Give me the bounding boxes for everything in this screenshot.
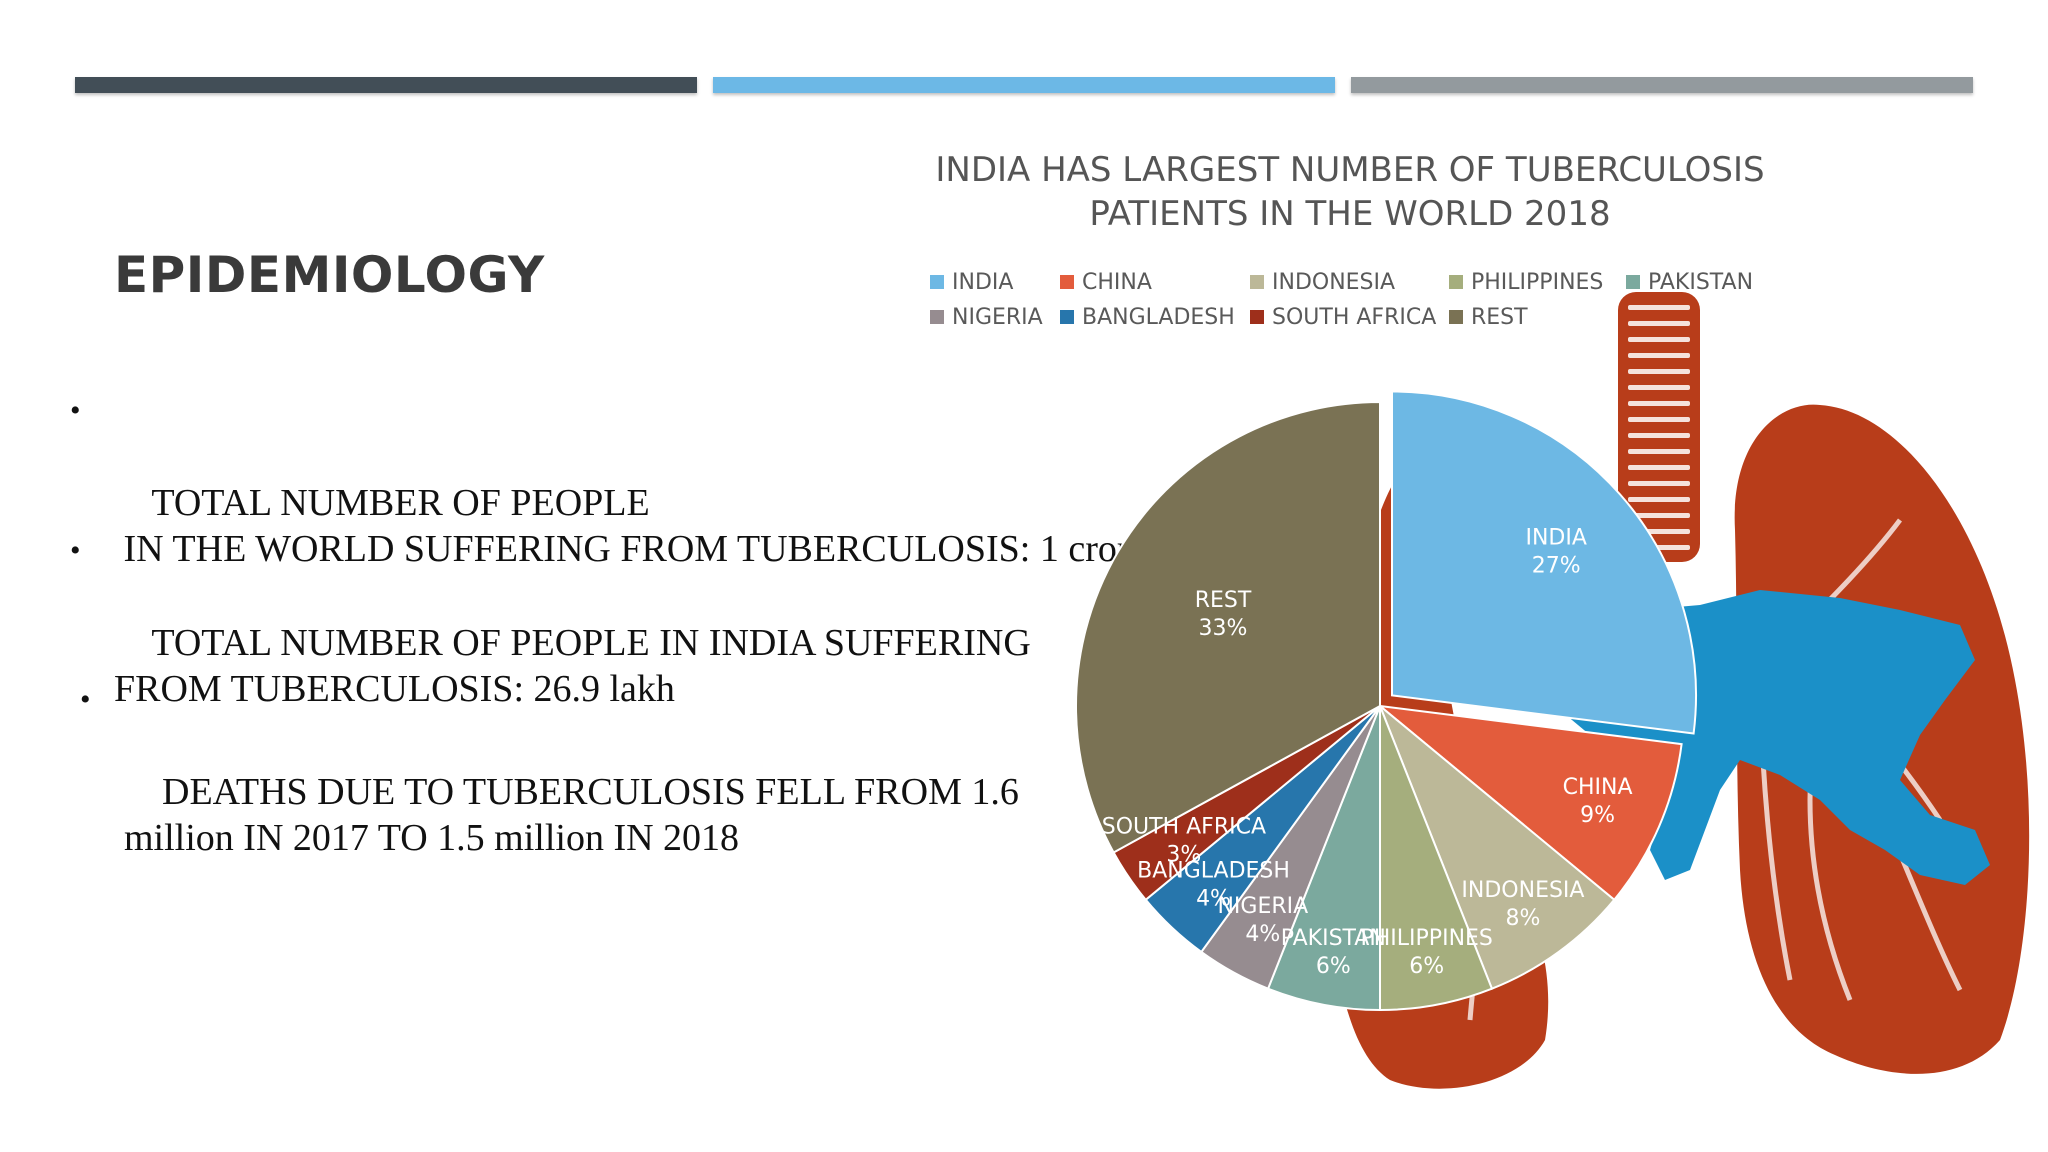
pie-slice-indonesia bbox=[1379, 705, 1616, 990]
pie-label-value: 4% bbox=[1196, 886, 1231, 911]
trachea-ring bbox=[1628, 417, 1690, 422]
trachea-ring bbox=[1628, 385, 1690, 390]
pie-data-label: BANGLADESH 4% bbox=[1137, 858, 1290, 911]
trachea-ring bbox=[1628, 401, 1690, 406]
pie-data-label: INDIA 27% bbox=[1525, 526, 1586, 579]
pie-data-label: INDONESIA 8% bbox=[1461, 878, 1584, 931]
chart-title-line: INDIA HAS LARGEST NUMBER OF TUBERCULOSIS bbox=[935, 150, 1765, 190]
top-accent-bars bbox=[75, 77, 1973, 93]
pie-label-value: 9% bbox=[1580, 803, 1615, 828]
pie-label-value: 8% bbox=[1505, 906, 1540, 931]
pie-label-category: INDONESIA bbox=[1461, 878, 1584, 903]
trachea-ring bbox=[1628, 369, 1690, 374]
bullet-item: • TOTAL NUMBER OF PEOPLE IN THE WORLD SU… bbox=[70, 388, 1147, 618]
pie-label-value: 4% bbox=[1245, 922, 1280, 947]
pie-label-category: INDIA bbox=[1525, 526, 1586, 551]
pie-label-category: BANGLADESH bbox=[1137, 858, 1290, 883]
bullet-glyph: • bbox=[70, 394, 81, 427]
pie-label-value: 6% bbox=[1316, 954, 1351, 979]
trachea-ring bbox=[1628, 497, 1690, 502]
bullet-list: • TOTAL NUMBER OF PEOPLE IN THE WORLD SU… bbox=[0, 0, 1250, 859]
bullet-item: • DEATHS DUE TO TUBERCULOSIS FELL FROM 1… bbox=[80, 677, 1019, 907]
trachea-shape bbox=[1618, 292, 1700, 562]
pie-label-value: 27% bbox=[1532, 554, 1581, 579]
pie-data-label: SOUTH AFRICA 3% bbox=[1102, 814, 1266, 867]
trachea-rings bbox=[1628, 305, 1690, 550]
pie-data-label: CHINA 9% bbox=[1563, 775, 1633, 828]
trachea-ring bbox=[1628, 353, 1690, 358]
pie-data-label: REST 33% bbox=[1195, 588, 1252, 641]
pie-slice-india bbox=[1391, 390, 1697, 735]
pie-data-label: PAKISTAN 6% bbox=[1281, 926, 1386, 979]
trachea-ring bbox=[1628, 449, 1690, 454]
trachea-ring bbox=[1628, 321, 1690, 326]
trachea-ring bbox=[1628, 481, 1690, 486]
pie-label-category: REST bbox=[1195, 588, 1252, 613]
pie-slice-china bbox=[1376, 704, 1683, 902]
accent-bar-dark bbox=[75, 77, 697, 93]
pie-data-label: NIGERIA 4% bbox=[1217, 894, 1308, 947]
chart-title: INDIA HAS LARGEST NUMBER OF TUBERCULOSIS… bbox=[880, 148, 1820, 236]
pie-slices bbox=[1075, 390, 1697, 1012]
trachea-ring bbox=[1628, 513, 1690, 518]
pie-label-category: SOUTH AFRICA bbox=[1102, 814, 1266, 839]
pie-label-category: PHILIPPINES bbox=[1361, 926, 1493, 951]
bullet-text: TOTAL NUMBER OF PEOPLE IN INDIA SUFFERIN… bbox=[114, 622, 1031, 710]
pie-data-label: PHILIPPINES 6% bbox=[1361, 926, 1493, 979]
chart-title-line: PATIENTS IN THE WORLD 2018 bbox=[1089, 194, 1611, 234]
trachea-ring bbox=[1628, 465, 1690, 470]
pie-label-value: 3% bbox=[1166, 842, 1201, 867]
pie-label-value: 6% bbox=[1409, 954, 1444, 979]
bullet-glyph: • bbox=[70, 534, 81, 567]
trachea-ring bbox=[1628, 433, 1690, 438]
pie-label-category: NIGERIA bbox=[1217, 894, 1308, 919]
trachea-ring bbox=[1628, 337, 1690, 342]
pie-slice-rest bbox=[1075, 400, 1381, 854]
bullet-glyph: • bbox=[80, 683, 91, 716]
slide-title: EPIDEMIOLOGY bbox=[114, 246, 545, 304]
pie-label-category: PAKISTAN bbox=[1281, 926, 1386, 951]
accent-bar-grey bbox=[1351, 77, 1973, 93]
pie-data-labels: INDIA 27%CHINA 9%INDONESIA 8%PHILIPPINES 6%P… bbox=[1102, 526, 1633, 979]
pie-label-value: 33% bbox=[1199, 616, 1248, 641]
pie-label-category: CHINA bbox=[1563, 775, 1633, 800]
accent-bar-blue bbox=[713, 77, 1335, 93]
trachea-ring bbox=[1628, 305, 1690, 310]
bullet-item: • TOTAL NUMBER OF PEOPLE IN INDIA SUFFER… bbox=[70, 528, 1031, 758]
bullet-text: TOTAL NUMBER OF PEOPLE IN THE WORLD SUFF… bbox=[123, 482, 1147, 570]
bullet-text: DEATHS DUE TO TUBERCULOSIS FELL FROM 1.6… bbox=[124, 771, 1019, 859]
